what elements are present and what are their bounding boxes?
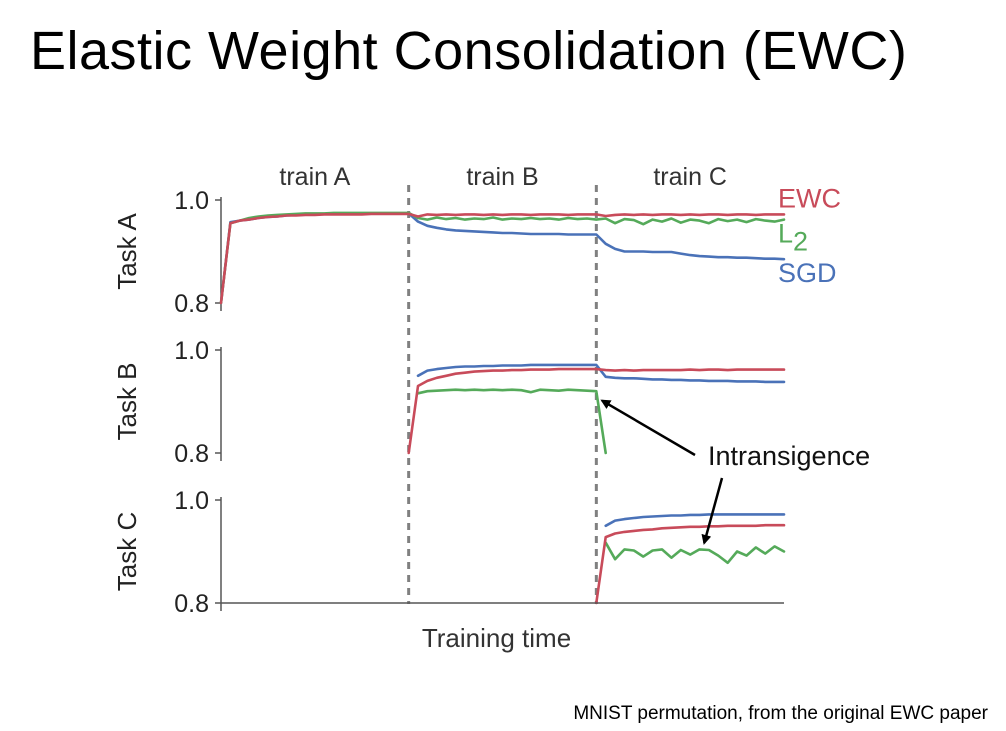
series-line-sgd-task-c [604,513,786,528]
y-label-task-c: Task C [112,512,142,591]
series-line-ewc-task-c [595,523,786,605]
series-line-ewc-task-a [219,212,786,305]
y-tick-label-bottom-task-b: 0.8 [174,440,209,468]
legend-label-l2: L2 [778,219,808,257]
series-line-ewc-task-b [407,367,786,455]
y-tick-label-top-task-b: 1.0 [174,337,209,365]
phase-label-train-c: train C [653,163,727,191]
y-tick-label-top-task-a: 1.0 [174,187,209,215]
y-label-task-b: Task B [112,362,142,440]
phase-label-train-b: train B [466,163,538,191]
series-line-sgd-task-a [219,212,786,305]
series-line-l2-task-c [604,541,786,565]
series-line-l2-task-b [416,388,607,455]
annotation-arrow-1 [600,399,696,457]
legend-label-ewc: EWC [778,183,841,213]
y-tick-label-top-task-c: 1.0 [174,487,209,515]
series-line-l2-task-a [219,211,786,305]
series-line-sgd-task-b [416,363,786,384]
figure-caption: MNIST permutation, from the original EWC… [573,703,988,724]
slide-title: Elastic Weight Consolidation (EWC) [30,21,908,81]
annotation-intransigence: Intransigence [708,441,870,471]
phase-label-train-a: train A [279,163,350,191]
x-axis-label: Training time [422,623,571,653]
y-tick-label-bottom-task-a: 0.8 [174,290,209,318]
legend-subscript-l2: 2 [793,227,808,257]
annotation-arrow-2 [701,477,724,545]
y-label-task-a: Task A [112,213,142,290]
y-tick-label-bottom-task-c: 0.8 [174,590,209,618]
legend-label-sgd: SGD [778,258,837,288]
